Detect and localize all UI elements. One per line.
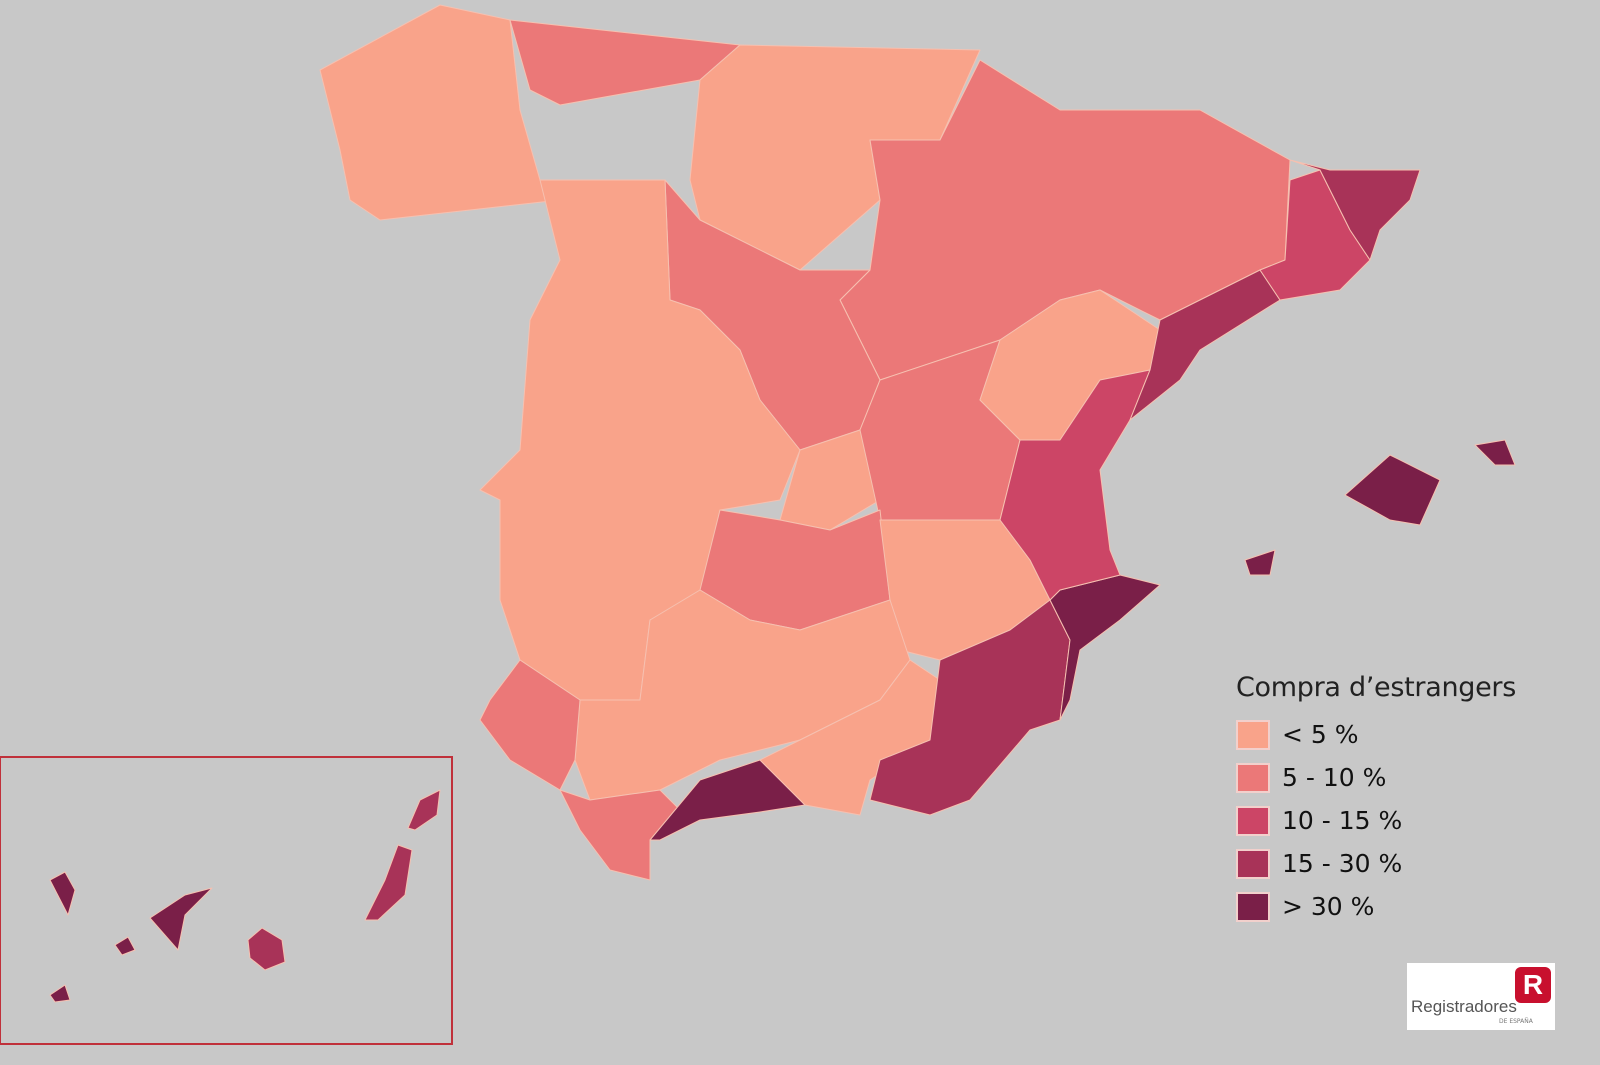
province-region [114, 936, 136, 956]
province-region [1244, 549, 1276, 576]
legend-swatch [1236, 891, 1270, 922]
legend-label: 10 - 15 % [1282, 806, 1403, 835]
canary-islands-inset [0, 756, 453, 1045]
province-region [364, 844, 413, 921]
logo-subtitle: DE ESPAÑA [1499, 1018, 1533, 1025]
province-region [649, 759, 806, 841]
logo-text: Registradores [1411, 997, 1517, 1016]
province-region [49, 871, 76, 916]
province-region [1344, 454, 1441, 526]
registradores-logo: R Registradores DE ESPAÑA [1407, 963, 1555, 1030]
legend-item: > 30 % [1236, 885, 1516, 928]
province-region [1129, 269, 1281, 421]
legend-swatch [1236, 805, 1270, 836]
province-region [1474, 439, 1516, 466]
legend-item: 10 - 15 % [1236, 799, 1516, 842]
legend-swatch [1236, 762, 1270, 793]
province-region [509, 19, 741, 106]
legend-item: < 5 % [1236, 713, 1516, 756]
province-region [247, 927, 286, 971]
legend-item: 15 - 30 % [1236, 842, 1516, 885]
legend-label: > 30 % [1282, 892, 1375, 921]
province-region [779, 429, 881, 531]
province-region [49, 984, 71, 1003]
legend-swatch [1236, 719, 1270, 750]
logo-mark: R [1515, 967, 1551, 1003]
legend-swatch [1236, 848, 1270, 879]
legend-label: < 5 % [1282, 720, 1359, 749]
province-region [869, 599, 1071, 816]
legend-label: 15 - 30 % [1282, 849, 1403, 878]
legend-title: Compra d’estrangers [1236, 672, 1517, 703]
province-region [1289, 159, 1421, 261]
legend-label: 5 - 10 % [1282, 763, 1387, 792]
legend-item: 5 - 10 % [1236, 756, 1516, 799]
province-region [149, 887, 213, 951]
legend: Compra d’estrangers < 5 % 5 - 10 % 10 - 15… [1236, 672, 1516, 928]
province-region [999, 369, 1151, 601]
province-region [479, 659, 581, 791]
province-region [407, 789, 441, 831]
